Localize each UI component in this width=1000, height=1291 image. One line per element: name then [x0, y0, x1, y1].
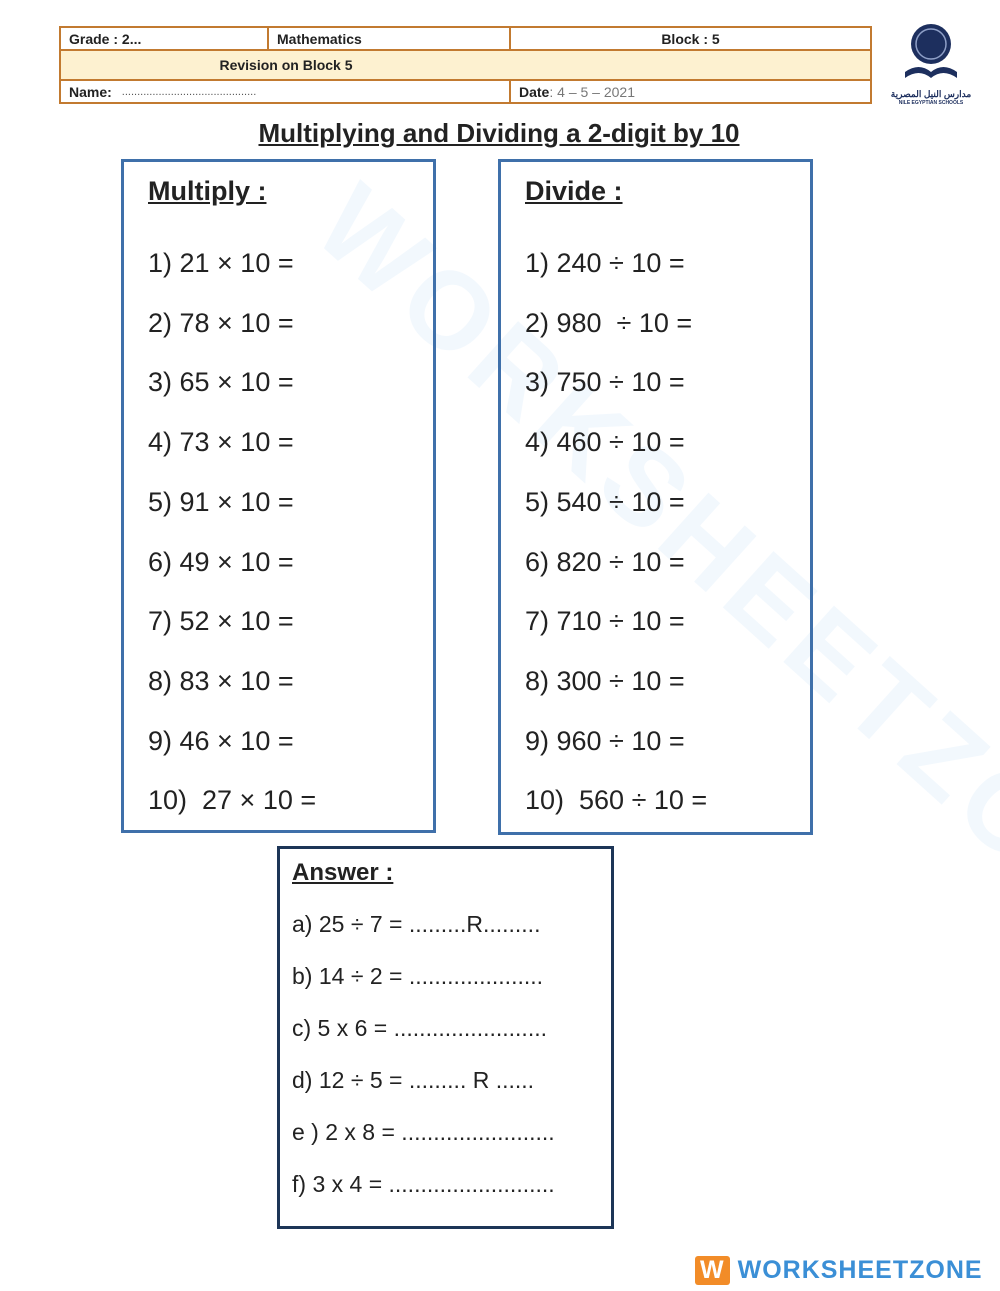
logo-english: NILE EGYPTIAN SCHOOLS — [898, 100, 964, 106]
subject-cell: Mathematics — [269, 28, 511, 49]
answer-item: e ) 2 x 8 = ........................ — [292, 1119, 555, 1145]
revision-cell: Revision on Block 5 — [219, 57, 353, 73]
multiply-item: 5) 91 × 10 = — [148, 486, 294, 517]
date-value: : 4 – 5 – 2021 — [549, 83, 635, 100]
multiply-heading: Multiply : — [148, 176, 267, 206]
header-row-1: Grade : 2... Mathematics Block : 5 — [61, 28, 870, 51]
school-logo: مدارس النيل المصرية NILE EGYPTIAN SCHOOL… — [890, 22, 972, 106]
divide-item: 7) 710 ÷ 10 = — [525, 606, 685, 637]
divide-item: 10) 560 ÷ 10 = — [525, 785, 708, 816]
divide-item: 5) 540 ÷ 10 = — [525, 486, 685, 517]
logo-w-icon: W — [695, 1256, 730, 1285]
block-cell: Block : 5 — [661, 30, 720, 47]
multiply-box: Multiply : 1) 21 × 10 = 2) 78 × 10 = 3) 65… — [121, 159, 436, 833]
date-label: Date — [519, 83, 550, 100]
multiply-item: 9) 46 × 10 = — [148, 725, 294, 756]
grade-cell: Grade : 2... — [61, 28, 269, 49]
divide-item: 2) 980 ÷ 10 = — [525, 307, 693, 338]
header-row-3: Name: ..................................… — [61, 81, 870, 102]
divide-item: 3) 750 ÷ 10 = — [525, 367, 685, 398]
multiply-item: 3) 65 × 10 = — [148, 367, 294, 398]
multiply-item: 2) 78 × 10 = — [148, 307, 294, 338]
logo-arabic: مدارس النيل المصرية — [890, 89, 972, 99]
date-cell: Date : 4 – 5 – 2021 — [511, 81, 870, 102]
answer-item: a) 25 ÷ 7 = .........R......... — [292, 911, 541, 937]
header-row-2: Revision on Block 5 — [61, 51, 870, 81]
answer-item: b) 14 ÷ 2 = ..................... — [292, 963, 544, 989]
multiply-item: 6) 49 × 10 = — [148, 546, 294, 577]
answer-box: Answer : a) 25 ÷ 7 = .........R.........… — [277, 846, 614, 1229]
name-blank: ........................................… — [121, 85, 257, 98]
header-table: Grade : 2... Mathematics Block : 5 Revis… — [59, 26, 872, 104]
divide-item: 8) 300 ÷ 10 = — [525, 665, 685, 696]
answer-item: d) 12 ÷ 5 = ......... R ...... — [292, 1067, 535, 1093]
divide-item: 6) 820 ÷ 10 = — [525, 546, 685, 577]
answer-item: f) 3 x 4 = .......................... — [292, 1171, 555, 1197]
divide-box: Divide : 1) 240 ÷ 10 = 2) 980 ÷ 10 = 3) 75… — [498, 159, 813, 835]
multiply-item: 7) 52 × 10 = — [148, 606, 294, 637]
name-cell[interactable]: Name: ..................................… — [61, 81, 511, 102]
answer-heading: Answer : — [292, 859, 394, 886]
multiply-item: 10) 27 × 10 = — [148, 785, 317, 816]
worksheetzone-logo: W WORKSHEETZONE — [695, 1256, 983, 1285]
logo-text: WORKSHEETZONE — [737, 1256, 983, 1284]
multiply-item: 1) 21 × 10 = — [148, 248, 294, 278]
divide-heading: Divide : — [525, 176, 623, 206]
school-emblem-icon — [905, 24, 957, 78]
divide-item: 9) 960 ÷ 10 = — [525, 725, 685, 756]
page-title: Multiplying and Dividing a 2-digit by 10 — [0, 118, 998, 149]
divide-item: 4) 460 ÷ 10 = — [525, 427, 685, 458]
multiply-item: 4) 73 × 10 = — [148, 427, 294, 458]
divide-item: 1) 240 ÷ 10 = — [525, 248, 685, 278]
multiply-item: 8) 83 × 10 = — [148, 665, 294, 696]
title-text: Multiplying and Dividing a 2-digit by 10 — [258, 118, 740, 148]
answer-item: c) 5 x 6 = ........................ — [292, 1015, 547, 1041]
name-label: Name: — [69, 83, 112, 100]
